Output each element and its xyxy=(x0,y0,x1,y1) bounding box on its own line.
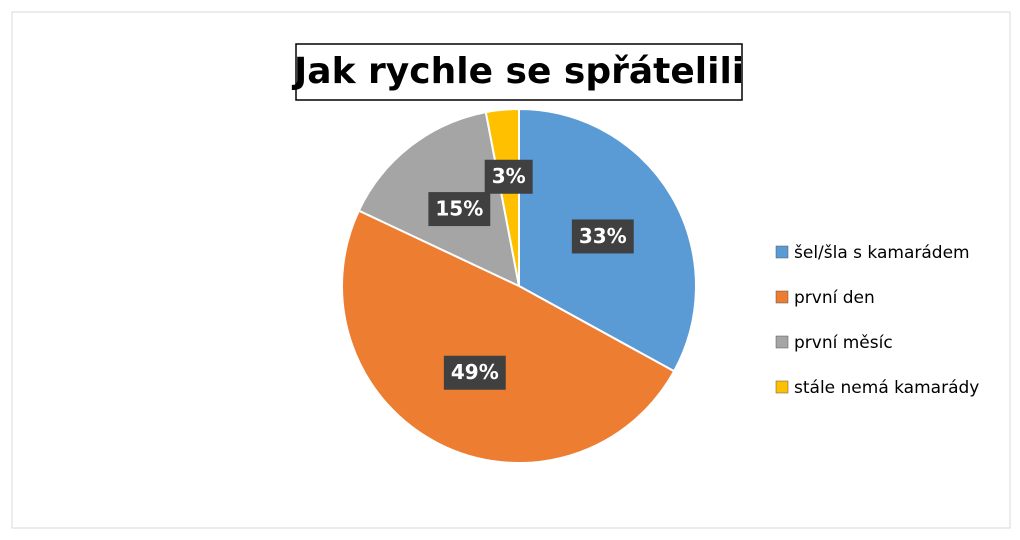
legend-label: první den xyxy=(794,288,875,308)
data-label: 3% xyxy=(492,164,526,188)
legend-label: šel/šla s kamarádem xyxy=(794,243,970,263)
pie-slice xyxy=(484,107,520,287)
data-label: 33% xyxy=(579,224,627,248)
legend-label: první měsíc xyxy=(794,333,893,353)
data-label: 15% xyxy=(435,197,483,221)
legend-swatch xyxy=(775,380,789,394)
legend-swatch xyxy=(775,245,789,259)
legend-label: stále nemá kamarády xyxy=(794,378,979,398)
pie-slice xyxy=(341,209,676,464)
data-label: 49% xyxy=(451,360,499,384)
title-box xyxy=(295,43,743,101)
legend-swatch xyxy=(775,290,789,304)
data-label-box xyxy=(428,192,491,227)
data-label-box xyxy=(571,219,634,254)
data-label-box xyxy=(443,355,506,390)
data-label-box xyxy=(484,159,533,194)
legend-swatch xyxy=(775,335,789,349)
chart-title: Jak rychle se spřátelili xyxy=(291,51,744,92)
